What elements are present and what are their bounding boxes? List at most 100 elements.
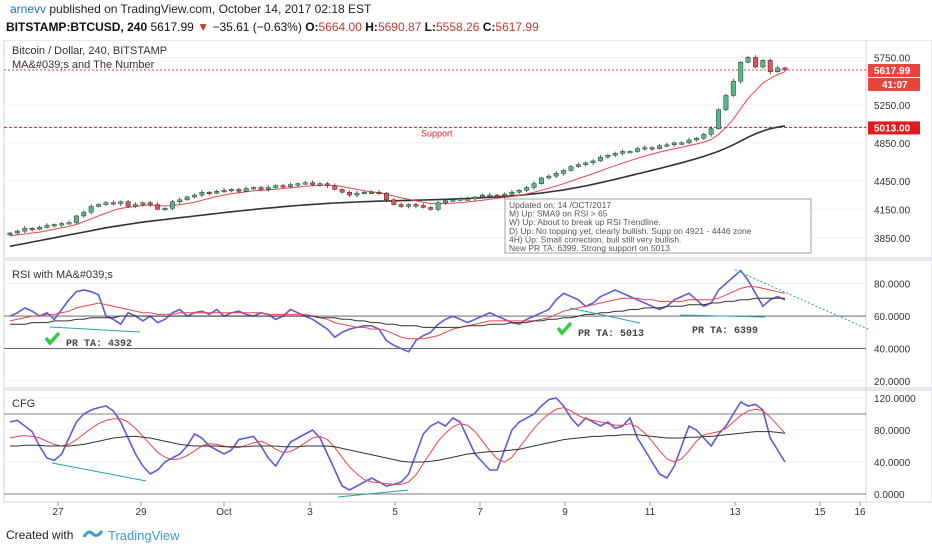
time-tick-label: 16	[854, 507, 866, 518]
rsi-trendline-1[interactable]	[49, 326, 141, 333]
time-tick-label: Oct	[216, 507, 232, 518]
note-line: D) Up: No topping yet, clearly bullish. …	[509, 226, 752, 236]
candle-body	[753, 57, 758, 68]
candle-body	[7, 232, 13, 236]
candle-body	[347, 191, 352, 196]
chart-header: arnevv published on TradingView.com, Oct…	[0, 0, 932, 42]
candle-body	[133, 204, 138, 207]
candle-body	[716, 109, 722, 129]
candle-body	[730, 80, 736, 96]
cfg-ma-fast-line	[9, 407, 786, 485]
candle-body	[332, 185, 338, 190]
rsi-tick-label: 40.0000	[874, 345, 911, 356]
candle-body	[428, 207, 434, 210]
candle-body	[679, 142, 685, 145]
candle-body	[110, 202, 116, 205]
main-price-axis: 3850.00 4150.00 4450.00 4850.00 5250.00 5750.…	[874, 53, 911, 244]
check-icon	[556, 321, 573, 336]
candle-body	[236, 189, 242, 192]
close-label: C:	[482, 20, 496, 34]
support-tag-box	[868, 121, 920, 135]
candle-body	[671, 142, 677, 146]
candle-body	[29, 228, 35, 231]
publish-text: published on TradingView.com, October 14…	[49, 2, 372, 16]
candle-body	[273, 185, 279, 188]
candle-body	[206, 191, 212, 194]
price-tick-label: 4450.00	[874, 177, 911, 188]
chart-canvas[interactable]: Bitcoin / Dollar, 240, BITSTAMP MA&#039;…	[0, 40, 932, 520]
candle-body	[14, 230, 20, 234]
close-value: 5617.99	[495, 20, 539, 34]
candle-body	[73, 215, 79, 223]
tradingview-logo-icon	[82, 530, 104, 538]
rsi-label-1: PR TA: 4392	[66, 339, 132, 350]
down-triangle-icon: ▼	[197, 20, 210, 34]
rsi-trendline-2[interactable]	[569, 307, 641, 324]
candle-body	[502, 193, 507, 197]
candle-body	[775, 67, 781, 72]
cfg-trendline-1[interactable]	[51, 462, 147, 482]
candle-body	[420, 205, 426, 208]
candle-body	[376, 191, 382, 194]
candle-body	[657, 145, 662, 149]
candle-body	[324, 183, 330, 186]
candle-body	[140, 202, 146, 205]
candle-body	[317, 183, 323, 186]
candle-body	[22, 228, 28, 232]
candle-body	[782, 67, 788, 71]
price-change: −35.61 (−0.63%)	[212, 20, 302, 34]
candle-body	[745, 57, 751, 63]
rsi-ma-fast-line	[9, 286, 786, 340]
cfg-pane-frame	[3, 389, 932, 503]
support-tag-text: 5013.00	[874, 123, 911, 134]
candle-body	[44, 225, 50, 228]
candle-body	[155, 204, 161, 210]
rsi-value-axis: 20.0000 40.0000 60.0000 80.0000	[874, 280, 911, 389]
candle-body	[634, 148, 640, 152]
check-icon	[44, 331, 61, 346]
time-tick-label: 13	[729, 507, 741, 518]
cfg-trendline-2[interactable]	[337, 489, 409, 498]
time-tick-label: 27	[52, 507, 64, 518]
candle-body	[369, 191, 375, 194]
main-pane-frame	[3, 40, 932, 259]
author-name[interactable]: arnevv	[10, 2, 47, 16]
candle-body	[162, 208, 168, 211]
candle-body	[66, 222, 72, 225]
rsi-trendline-3[interactable]	[679, 314, 766, 318]
note-line: New PR TA: 6399. Strong support on 5013	[509, 243, 670, 253]
candle-body	[723, 95, 729, 110]
candle-body	[487, 194, 493, 197]
price-tick-label: 3850.00	[874, 234, 911, 245]
candle-body	[708, 128, 714, 135]
ma-fast-line	[9, 71, 786, 237]
high-label: H:	[365, 20, 378, 34]
candle-body	[280, 185, 286, 188]
time-axis: 27 29 Oct 3 5 7 9 11 13 15 16	[52, 502, 866, 518]
candle-body	[509, 191, 515, 195]
tradingview-brand[interactable]: TradingView	[108, 528, 180, 543]
candle-body	[546, 175, 552, 179]
candle-body	[479, 194, 485, 198]
rsi-trendline-projection[interactable]	[734, 269, 871, 331]
candle-body	[590, 160, 596, 164]
candle-body	[760, 60, 766, 68]
candle-body	[118, 201, 124, 204]
candle-body	[37, 227, 42, 230]
candle-body	[538, 177, 544, 184]
candle-body	[199, 191, 205, 196]
note-box	[504, 198, 812, 254]
price-tag-text: 5617.99	[874, 66, 911, 77]
candle-body	[561, 170, 567, 174]
candle-body	[258, 187, 264, 190]
rsi-ma-slow-line	[10, 297, 785, 328]
candle-body	[354, 192, 360, 196]
candle-body	[125, 201, 131, 207]
cfg-line	[9, 397, 786, 491]
cfg-tick-label: 40.0000	[874, 458, 911, 469]
rsi-title: RSI with MA&#039;s	[12, 269, 113, 281]
candle-body	[642, 147, 648, 150]
time-tick-label: 5	[392, 507, 398, 518]
candle-body	[184, 196, 190, 201]
